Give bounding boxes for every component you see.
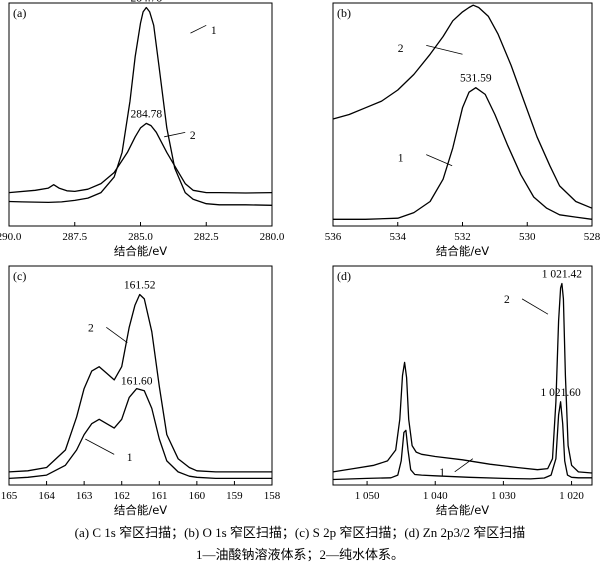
series-label: 2 bbox=[504, 294, 510, 306]
x-tick-label: 528 bbox=[584, 231, 600, 243]
x-tick-label: 162 bbox=[113, 490, 130, 502]
x-tick-label: 163 bbox=[76, 490, 93, 502]
x-axis-title: 结合能/eV bbox=[436, 244, 489, 258]
x-tick-label: 534 bbox=[390, 231, 407, 243]
peak-annotation: 1 021.42 bbox=[542, 269, 583, 281]
peak-annotation: 161.52 bbox=[124, 279, 156, 291]
panel-d: (d) 1 050 1 040 1 030 1 020 结合能/eV 1 021.42 1 0… bbox=[332, 265, 593, 517]
series-label: 2 bbox=[190, 130, 196, 142]
series-label: 1 bbox=[398, 152, 404, 164]
x-tick-label: 290.0 bbox=[0, 231, 22, 243]
series-line-1 bbox=[8, 6, 273, 206]
figure-caption-panels: (a) C 1s 窄区扫描；(b) O 1s 窄区扫描；(c) S 2p 窄区扫… bbox=[74, 525, 526, 540]
x-axis-title: 结合能/eV bbox=[436, 503, 489, 517]
x-tick-label: 164 bbox=[38, 490, 55, 502]
series-label: 1 bbox=[127, 452, 133, 464]
peak-annotation: 284.78 bbox=[130, 108, 162, 120]
panel-b: (b) 536 534 532 530 528 结合能/eV 531.67 531.59 2 1 bbox=[325, 0, 600, 258]
plot-frame bbox=[332, 2, 593, 227]
x-tick-label: 285.0 bbox=[128, 231, 153, 243]
leader-line bbox=[521, 298, 549, 315]
panel-label: (a) bbox=[13, 6, 26, 20]
series-line-2 bbox=[332, 4, 593, 209]
panel-label: (b) bbox=[337, 6, 351, 20]
peak-annotation: 284.78 bbox=[130, 0, 162, 4]
panel-a: (a) 290.0 287.5 285.0 282.5 280.0 结合能/eV 284.78… bbox=[0, 0, 285, 258]
series-line-2 bbox=[8, 293, 272, 473]
panel-c: (c) 165 164 163 162 161 160 159 158 结合能/eV 161.52 1… bbox=[1, 265, 281, 517]
peak-annotation: 531.67 bbox=[457, 0, 489, 2]
series-label: 1 bbox=[439, 467, 445, 479]
x-tick-label: 1 040 bbox=[423, 490, 448, 502]
x-tick-label: 1 050 bbox=[355, 490, 380, 502]
series-line-1 bbox=[8, 387, 272, 480]
figure-caption-legend: 1—油酸钠溶液体系；2—纯水体系。 bbox=[195, 547, 404, 562]
series-line-2 bbox=[8, 122, 273, 194]
x-axis-title: 结合能/eV bbox=[114, 244, 167, 258]
leader-line bbox=[426, 44, 463, 55]
peak-annotation: 161.60 bbox=[121, 376, 153, 388]
series-label: 2 bbox=[88, 323, 94, 335]
leader-line bbox=[454, 458, 474, 473]
plot-frame bbox=[8, 265, 273, 486]
x-tick-label: 1 030 bbox=[491, 490, 516, 502]
series-line-1 bbox=[332, 401, 592, 481]
series-line-2 bbox=[332, 282, 593, 474]
x-tick-label: 280.0 bbox=[260, 231, 285, 243]
leader-line bbox=[190, 24, 207, 34]
x-tick-label: 158 bbox=[264, 490, 281, 502]
leader-line bbox=[85, 438, 115, 455]
leader-line bbox=[106, 326, 128, 343]
peak-annotation: 1 021.60 bbox=[541, 387, 582, 399]
x-tick-label: 161 bbox=[151, 490, 168, 502]
x-tick-label: 1 020 bbox=[559, 490, 584, 502]
x-tick-label: 530 bbox=[519, 231, 536, 243]
x-tick-label: 282.5 bbox=[194, 231, 219, 243]
plot-frame bbox=[332, 265, 593, 486]
leader-line bbox=[164, 131, 186, 138]
series-label: 1 bbox=[211, 25, 217, 37]
leader-line bbox=[426, 154, 453, 167]
series-label: 2 bbox=[398, 43, 404, 55]
x-tick-label: 532 bbox=[454, 231, 471, 243]
x-tick-label: 160 bbox=[189, 490, 206, 502]
x-axis-title: 结合能/eV bbox=[114, 503, 167, 517]
x-tick-label: 165 bbox=[1, 490, 18, 502]
panel-label: (c) bbox=[13, 269, 26, 283]
series-line-1 bbox=[333, 87, 593, 220]
x-tick-label: 536 bbox=[325, 231, 342, 243]
x-tick-label: 287.5 bbox=[62, 231, 87, 243]
panel-label: (d) bbox=[337, 269, 351, 283]
peak-annotation: 531.59 bbox=[460, 73, 492, 85]
x-tick-label: 159 bbox=[226, 490, 243, 502]
